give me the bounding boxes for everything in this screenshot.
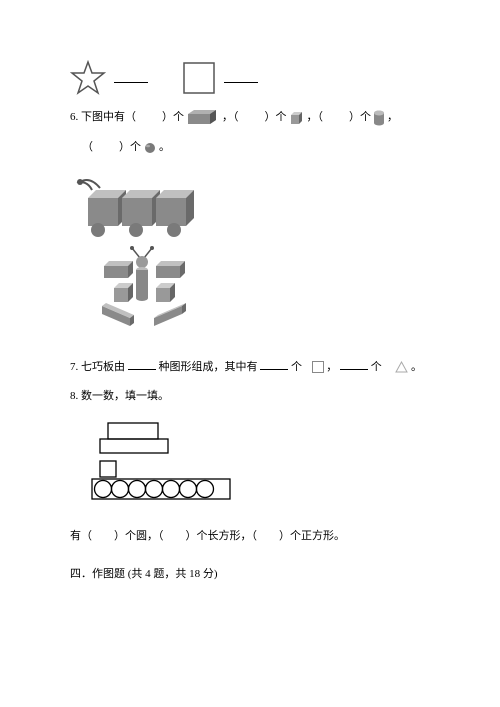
q7-e: 个 <box>371 361 382 373</box>
q8-svg <box>90 421 250 501</box>
q6-tail-open: （ <box>82 138 93 158</box>
q6-blank3 <box>325 108 347 128</box>
q6-t2b: ，（ <box>307 108 324 128</box>
q7-period: 。 <box>411 361 422 373</box>
q6-t1: ）个 <box>162 108 184 128</box>
section-4-title: 四．作图题 (共 4 题，共 18 分) <box>70 565 430 585</box>
cylinder-icon <box>373 110 385 126</box>
square-icon <box>182 61 216 95</box>
q8-answer: 有（ ）个圆，（ ）个长方形，（ ）个正方形。 <box>70 527 430 547</box>
figure-composite <box>70 168 430 346</box>
sphere-icon <box>143 141 157 155</box>
q6-blank2 <box>241 108 263 128</box>
shapes-row <box>70 60 430 96</box>
q7-blank2 <box>260 359 288 370</box>
q6-period: 。 <box>159 138 170 158</box>
q6-blank1 <box>138 108 160 128</box>
q7-blank1 <box>128 359 156 370</box>
q7-d: ， <box>326 361 337 373</box>
q8-figure <box>90 421 430 509</box>
q7-c: 个 <box>291 361 302 373</box>
triangle-small-icon <box>395 361 408 373</box>
q7-a: 7. 七巧板由 <box>70 361 125 373</box>
cuboid-icon <box>186 108 220 128</box>
q7-line: 7. 七巧板由 种图形组成，其中有 个 ， 个 。 <box>70 358 430 378</box>
q6-t1c: ）个 <box>349 108 371 128</box>
q6-tail-close: ）个 <box>119 138 141 158</box>
blank-after-square <box>224 73 258 84</box>
q8-title: 8. 数一数，填一填。 <box>70 387 430 407</box>
q6-blank4 <box>95 138 117 158</box>
q7-b: 种图形组成，其中有 <box>159 361 258 373</box>
star-icon <box>70 60 106 96</box>
cube-icon <box>289 110 305 126</box>
q7-blank3 <box>340 359 368 370</box>
q6-t3: ， <box>387 108 398 128</box>
q6-prefix: 6. 下图中有（ <box>70 108 136 128</box>
composite-svg <box>70 168 220 338</box>
square-small-icon <box>312 361 324 373</box>
q6-line2: （ ）个 。 <box>82 138 430 158</box>
q6-t1b: ）个 <box>265 108 287 128</box>
q6-line1: 6. 下图中有（ ）个 ，（ ）个 ，（ ）个 ， <box>70 108 430 128</box>
q6-t2a: ，（ <box>222 108 239 128</box>
blank-after-star <box>114 73 148 84</box>
